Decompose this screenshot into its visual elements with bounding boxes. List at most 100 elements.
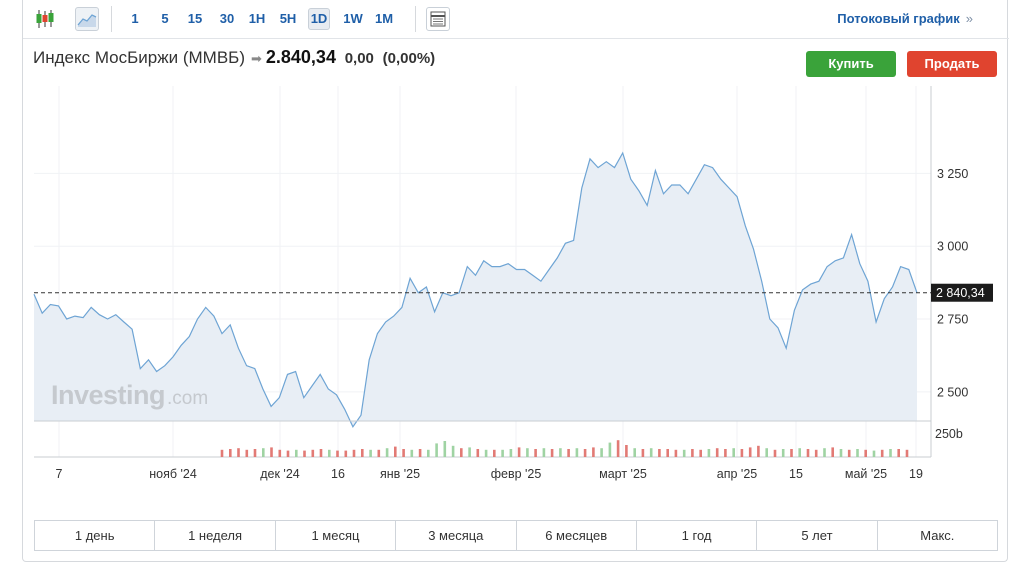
volume-bar [781,449,785,457]
x-tick-label: нояб '24 [149,467,197,481]
volume-bar [311,449,315,457]
volume-bar [806,449,810,457]
volume-bar [872,450,876,457]
volume-bar [534,449,537,457]
volume-bar [823,448,826,457]
toolbar-divider [415,6,416,32]
interval-button-1d[interactable]: 1D [308,8,330,30]
volume-bar [262,448,265,457]
volume-bar [361,449,364,457]
volume-bar [649,448,653,457]
volume-bar [229,449,232,457]
volume-bar [889,449,892,457]
investing-watermark-suffix: .com [167,388,208,409]
volume-bar [633,448,636,457]
volume-bar [625,445,628,457]
y-tick-label: 2 750 [937,313,968,327]
price-change-percent: (0,00%) [382,50,436,67]
candlestick-icon[interactable] [33,7,57,31]
period-selector: 1 день 1 неделя 1 месяц 3 месяца 6 месяцев 1 … [34,520,998,551]
volume-bar [707,449,711,457]
volume-bar [402,449,405,457]
buy-button[interactable]: Купить [806,51,896,77]
x-tick-label: февр '25 [491,467,542,481]
volume-bar [517,447,521,457]
volume-bar [847,449,851,457]
volume-bar [278,449,282,457]
interval-button-1w[interactable]: 1W [343,11,363,26]
volume-bar [526,448,529,457]
volume-bar [839,449,843,457]
y-tick-label: 3 000 [937,240,968,254]
volume-bar [682,449,686,457]
x-tick-label: 16 [331,467,345,481]
price-chart[interactable]: Investing .com 2 840,34 3 250 3 000 2 750 2 50… [23,86,1009,486]
x-tick-label: апр '25 [717,467,757,481]
volume-bar [905,449,909,457]
x-tick-label: дек '24 [260,467,300,481]
last-price-label: 2 840,34 [936,286,985,300]
volume-bar [666,449,669,457]
volume-bar [394,446,397,457]
volume-bar [748,447,752,457]
interval-button-1m[interactable]: 1M [374,11,394,26]
volume-bar [303,450,306,457]
volume-bar [773,449,777,457]
volume-bar [699,449,702,457]
period-button[interactable]: 1 год [637,521,758,550]
volume-bar [410,449,414,457]
volume-bar [674,449,678,457]
toolbar-divider [111,6,112,32]
volume-bar [757,445,760,457]
volume-bar [344,450,348,457]
volume-bar [319,449,323,457]
y-tick-label: 2 500 [937,385,968,399]
volume-bar [559,448,562,457]
streaming-chart-link[interactable]: Потоковый график » [837,11,973,26]
interval-button-1[interactable]: 1 [131,11,139,26]
double-chevron-right-icon: » [965,11,973,26]
area-chart-icon[interactable] [75,7,99,31]
period-button[interactable]: 3 месяца [396,521,517,550]
volume-bar [493,449,496,457]
period-button[interactable]: Макс. [920,528,955,543]
volume-bar [592,447,595,457]
streaming-chart-label: Потоковый график [837,11,960,26]
x-tick-label: 15 [789,467,803,481]
volume-bar [600,448,603,457]
price-change: 0,00 [344,50,374,67]
volume-bar [575,448,579,457]
interval-button-1h[interactable]: 1H [248,11,266,26]
instrument-name: Индекс МосБиржи (MMBБ) [33,48,245,67]
period-button[interactable]: 1 месяц [276,521,397,550]
data-table-icon[interactable] [426,7,450,31]
interval-button-5h[interactable]: 5H [279,11,297,26]
volume-bar [790,449,793,457]
volume-bar [427,449,430,457]
volume-bar [691,449,694,457]
volume-bar [732,448,735,457]
sell-button[interactable]: Продать [907,51,997,77]
volume-bar [435,443,438,457]
volume-bar [864,449,867,457]
volume-bar [270,447,273,457]
volume-bar [814,449,818,457]
period-button[interactable]: 5 лет [757,521,878,550]
volume-axis-label: 250b [935,427,963,441]
volume-bar [501,449,504,457]
x-tick-label: 7 [56,467,63,481]
volume-bar [616,440,620,457]
interval-button-15[interactable]: 15 [187,11,203,26]
period-button[interactable]: 1 неделя [155,521,276,550]
period-button[interactable]: 6 месяцев [517,521,637,550]
chart-toolbar: 1 5 15 30 1H 5H 1D 1W 1M Потоковый график» [23,0,1009,39]
x-tick-label: март '25 [599,467,647,481]
volume-bar [658,449,661,457]
volume-bar [286,450,290,457]
interval-button-30[interactable]: 30 [219,11,235,26]
period-button[interactable]: 1 день [35,521,156,550]
volume-bar [336,450,339,457]
interval-button-5[interactable]: 5 [161,11,169,26]
volume-bar [641,449,645,457]
volume-bar [608,442,612,457]
